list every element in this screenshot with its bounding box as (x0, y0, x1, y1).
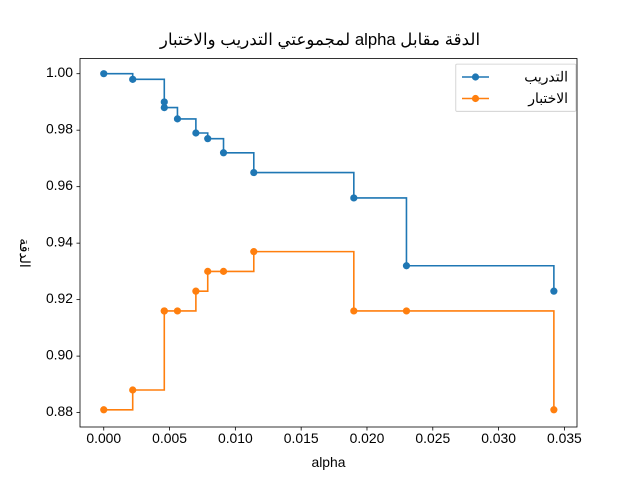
svg-text:0.90: 0.90 (46, 347, 73, 363)
svg-text:1.00: 1.00 (46, 64, 73, 80)
svg-text:0.015: 0.015 (284, 430, 319, 446)
svg-text:0.020: 0.020 (350, 430, 385, 446)
svg-text:0.025: 0.025 (415, 430, 450, 446)
svg-text:0.98: 0.98 (46, 121, 73, 137)
svg-text:0.96: 0.96 (46, 177, 73, 193)
svg-text:0.005: 0.005 (152, 430, 187, 446)
svg-text:0.000: 0.000 (86, 430, 121, 446)
svg-text:الدقة مقابل alpha لمجموعتي الت: الدقة مقابل alpha لمجموعتي التدريب والاخ… (159, 30, 480, 50)
svg-text:0.010: 0.010 (218, 430, 253, 446)
svg-text:التدريب: التدريب (524, 69, 568, 86)
svg-text:0.92: 0.92 (46, 290, 73, 306)
svg-text:الاختبار: الاختبار (527, 90, 568, 107)
svg-text:alpha: alpha (312, 454, 346, 470)
svg-text:0.030: 0.030 (481, 430, 516, 446)
svg-text:0.035: 0.035 (547, 430, 582, 446)
svg-text:0.94: 0.94 (46, 234, 73, 250)
svg-text:الدقة: الدقة (17, 238, 33, 267)
svg-text:0.88: 0.88 (46, 403, 73, 419)
